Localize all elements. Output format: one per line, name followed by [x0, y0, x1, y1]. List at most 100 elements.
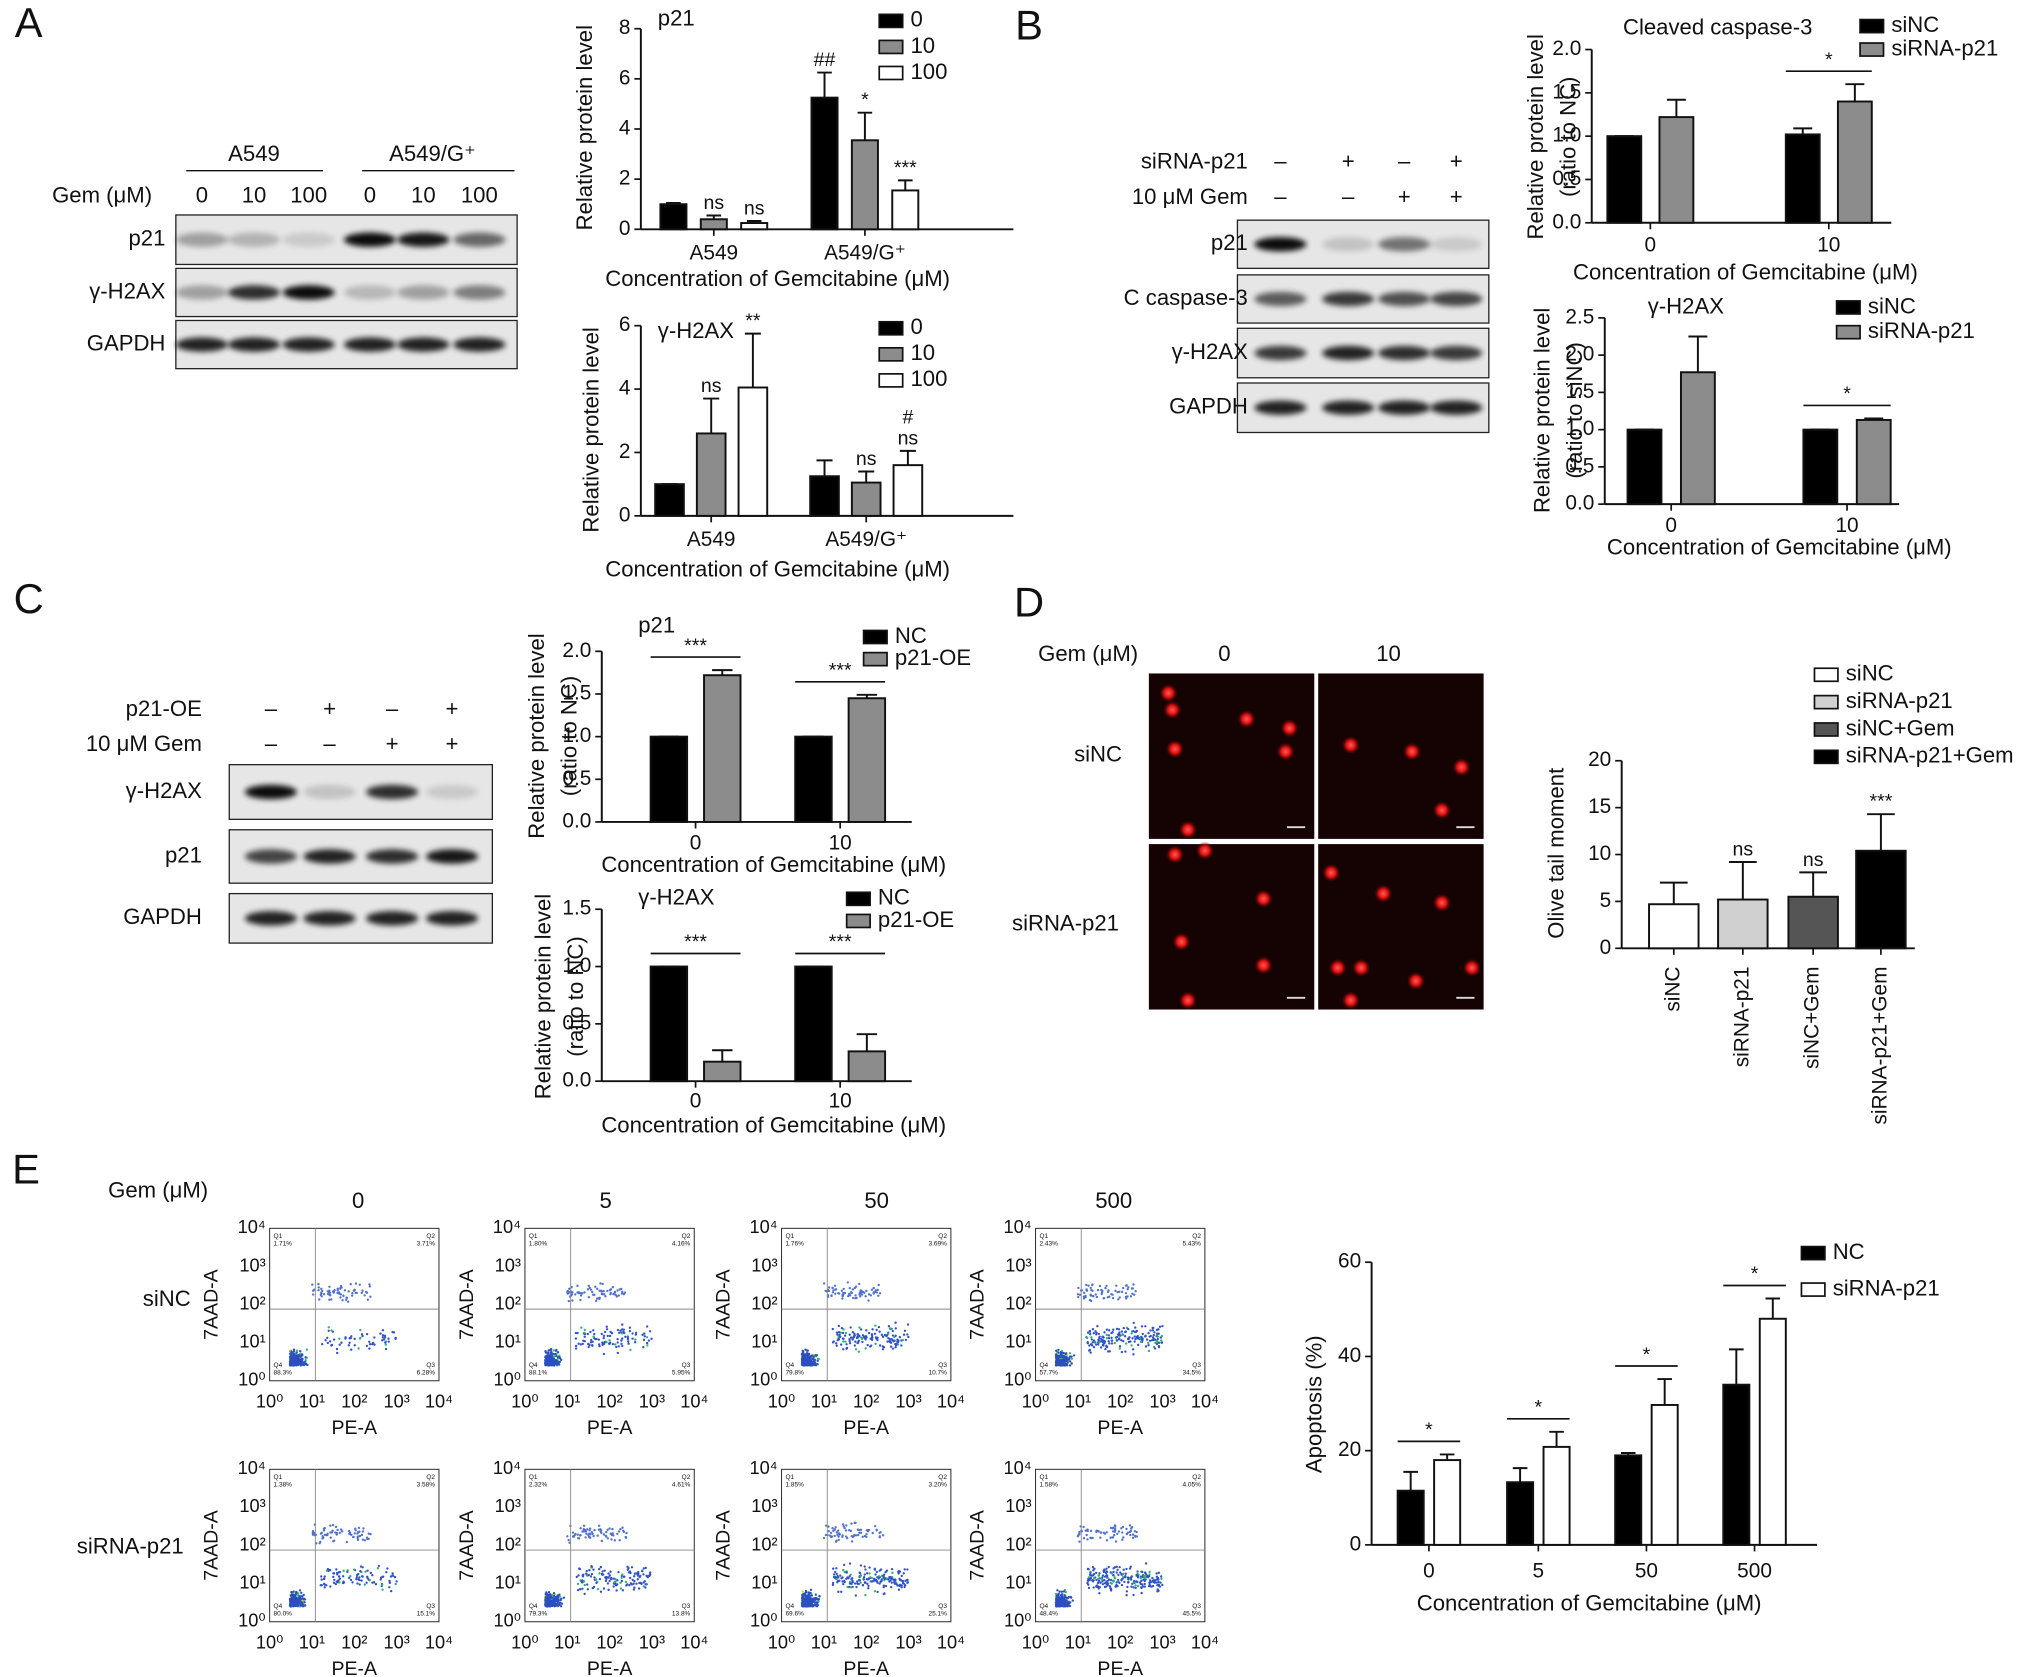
event-dot	[1140, 1586, 1143, 1590]
event-dot	[587, 1284, 590, 1287]
event-dot	[834, 1540, 838, 1543]
flow-x-tick-label: 10²	[1107, 1632, 1133, 1653]
event-dot	[343, 1289, 347, 1292]
event-dot	[900, 1344, 903, 1347]
event-dot	[1143, 1582, 1146, 1586]
event-dot	[371, 1574, 374, 1577]
event-dot	[1103, 1579, 1106, 1582]
event-dot	[837, 1291, 840, 1295]
event-dot	[842, 1568, 845, 1572]
event-dot	[616, 1579, 619, 1582]
event-dot	[611, 1285, 615, 1289]
event-dot	[1095, 1331, 1098, 1335]
blot-row-label: γ-H2AX	[1172, 339, 1248, 364]
event-dot	[1155, 1328, 1159, 1332]
flow-column-label: 0	[352, 1188, 364, 1213]
event-dot	[358, 1583, 361, 1586]
event-dot	[1115, 1565, 1118, 1568]
event-dot	[1110, 1342, 1114, 1345]
event-dot	[1128, 1524, 1132, 1527]
event-dot	[360, 1333, 364, 1336]
event-dot	[867, 1299, 870, 1302]
y-tick-label: 0.5	[1552, 167, 1581, 190]
event-dot	[324, 1339, 327, 1342]
event-dot	[642, 1338, 646, 1342]
blot-band	[453, 232, 506, 247]
blot-band	[175, 337, 228, 352]
event-dot	[835, 1531, 838, 1534]
event-dot	[1134, 1584, 1137, 1587]
lane-sign: –	[1342, 184, 1355, 209]
event-dot	[1136, 1343, 1140, 1347]
event-dot	[906, 1323, 910, 1326]
event-dot	[1159, 1581, 1162, 1584]
comet-nucleus	[1432, 801, 1452, 820]
flow-y-tick-label: 10¹	[239, 1571, 265, 1592]
quadrant-name: Q3	[938, 1362, 947, 1369]
significance-label: **	[745, 310, 761, 332]
event-dot	[1142, 1578, 1145, 1581]
event-dot	[1143, 1585, 1146, 1588]
flow-events	[544, 1524, 652, 1608]
flow-y-tick-label: 10¹	[751, 1571, 777, 1592]
flow-y-tick-label: 10⁴	[493, 1216, 521, 1237]
event-dot	[873, 1590, 877, 1593]
y-tick-label: 0.0	[562, 809, 591, 832]
event-dot	[301, 1363, 304, 1366]
event-dot	[366, 1577, 369, 1580]
flow-x-tick-label: 10²	[596, 1632, 622, 1653]
event-dot	[855, 1585, 858, 1589]
blot-band	[303, 784, 356, 800]
event-dot	[848, 1339, 851, 1343]
event-dot	[872, 1291, 875, 1294]
event-dot	[621, 1337, 624, 1340]
event-dot	[597, 1524, 601, 1527]
event-dot	[845, 1571, 848, 1574]
event-dot	[1055, 1594, 1059, 1597]
event-dot	[544, 1592, 547, 1596]
event-dot	[867, 1528, 871, 1532]
event-dot	[1139, 1340, 1143, 1344]
event-dot	[1120, 1350, 1124, 1354]
event-dot	[364, 1570, 367, 1573]
event-dot	[605, 1325, 608, 1328]
event-dot	[585, 1572, 588, 1575]
blot-condition-label: siRNA-p21	[1141, 149, 1248, 174]
event-dot	[858, 1531, 861, 1534]
event-dot	[352, 1568, 356, 1571]
event-dot	[816, 1363, 819, 1366]
bar	[810, 96, 839, 231]
event-dot	[1115, 1339, 1119, 1342]
event-dot	[583, 1592, 586, 1596]
event-dot	[300, 1604, 303, 1607]
event-dot	[856, 1335, 859, 1339]
event-dot	[608, 1288, 612, 1292]
event-dot	[1135, 1530, 1138, 1534]
flow-y-tick-label: 10²	[495, 1533, 521, 1554]
event-dot	[854, 1534, 858, 1537]
y-axis-label: (ratio to NC)	[1555, 77, 1580, 197]
event-dot	[1126, 1581, 1130, 1584]
event-dot	[592, 1329, 595, 1332]
event-dot	[351, 1581, 354, 1584]
event-dot	[586, 1528, 589, 1531]
event-dot	[840, 1326, 844, 1330]
event-dot	[1072, 1354, 1076, 1357]
event-dot	[327, 1326, 330, 1329]
event-dot	[588, 1343, 591, 1347]
error-bar	[1867, 813, 1895, 851]
event-dot	[882, 1576, 886, 1579]
flow-condition-label: Gem (μM)	[108, 1178, 208, 1203]
event-dot	[873, 1332, 877, 1335]
bar	[703, 1060, 742, 1083]
event-dot	[312, 1293, 315, 1296]
event-dot	[827, 1525, 830, 1528]
event-dot	[645, 1325, 649, 1328]
event-dot	[858, 1282, 861, 1286]
flow-x-tick-label: 10⁴	[425, 1632, 453, 1653]
event-dot	[801, 1356, 804, 1360]
event-dot	[616, 1351, 619, 1355]
blot-band	[303, 849, 356, 864]
event-dot	[615, 1589, 618, 1592]
event-dot	[353, 1344, 356, 1347]
